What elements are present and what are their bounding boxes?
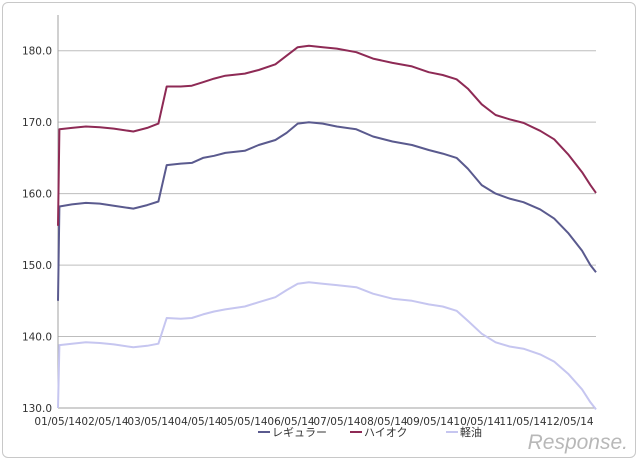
gridlines: [58, 50, 596, 338]
legend-item: ハイオク: [350, 426, 408, 439]
axes: [57, 15, 596, 409]
legend-item: レギュラー: [258, 426, 327, 439]
x-tick-label: 09/05/14: [406, 416, 453, 428]
x-tick-label: 08/05/14: [360, 416, 407, 428]
x-tick-label: 12/05/14: [546, 416, 593, 428]
legend-label: 軽油: [460, 425, 482, 439]
x-tick-label: 03/05/14: [127, 416, 174, 428]
legend-item: 軽油: [446, 425, 482, 439]
y-tick-label: 140.0: [22, 332, 52, 344]
x-tick-label: 10/05/14: [453, 416, 500, 428]
x-tick-label: 05/05/14: [220, 416, 267, 428]
x-tick-label: 02/05/14: [81, 416, 128, 428]
y-tick-labels: 130.0 140.0 150.0 160.0 170.0 180.0: [22, 46, 52, 415]
y-tick-label: 180.0: [22, 46, 52, 58]
chart-frame: [2, 2, 636, 458]
x-tick-label: 06/05/14: [267, 416, 314, 428]
x-tick-label: 04/05/14: [174, 416, 221, 428]
legend-label: ハイオク: [364, 426, 408, 439]
series-lines: [57, 44, 597, 411]
watermark: Response.: [528, 431, 628, 454]
series-line-3: [57, 281, 597, 411]
y-tick-label: 170.0: [22, 117, 52, 129]
y-tick-label: 160.0: [22, 189, 52, 201]
x-tick-label: 01/05/14: [34, 416, 81, 428]
y-tick-label: 150.0: [22, 260, 52, 272]
y-tick-label: 130.0: [22, 403, 52, 415]
watermark-text: Response.: [528, 431, 628, 454]
series-line-2: [57, 44, 597, 226]
legend: レギュラー ハイオク 軽油: [258, 425, 482, 439]
x-tick-label: 07/05/14: [313, 416, 360, 428]
x-tick-label: 11/05/14: [499, 416, 546, 428]
series-line-1: [57, 121, 597, 301]
legend-label: レギュラー: [272, 426, 327, 439]
